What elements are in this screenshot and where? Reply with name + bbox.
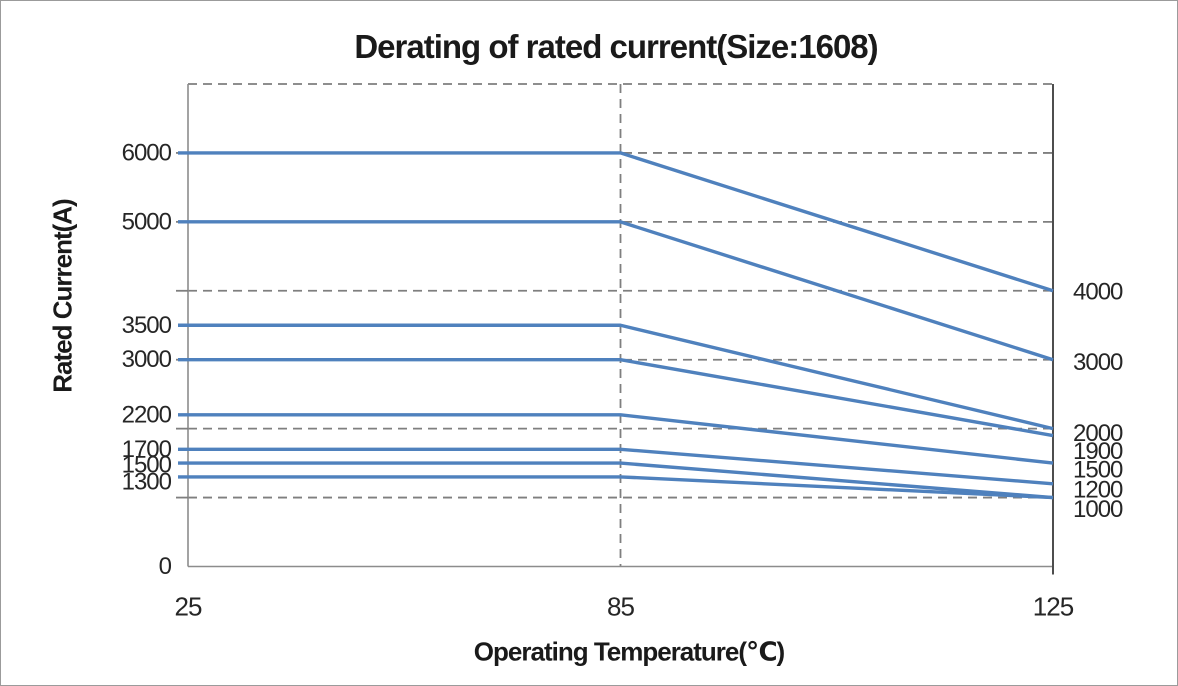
x-axis-label-125: 125 bbox=[1033, 592, 1074, 622]
x-axis-label-25: 25 bbox=[175, 592, 202, 622]
y-axis-label-5000: 5000 bbox=[122, 208, 172, 235]
y-axis-label-0: 0 bbox=[159, 553, 172, 580]
series-line-2200 bbox=[178, 413, 1054, 465]
series-line-1700 bbox=[178, 447, 1054, 486]
series-line-3000 bbox=[178, 358, 1054, 438]
right-value-label-4000: 4000 bbox=[1073, 278, 1123, 305]
x-axis-title: Operating Temperature(℃) bbox=[473, 636, 785, 667]
series-line-6000 bbox=[178, 151, 1054, 293]
y-axis-label-1700: 1700 bbox=[122, 436, 172, 463]
y-axis-label-6000: 6000 bbox=[122, 139, 172, 166]
right-value-label-1900: 1900 bbox=[1073, 438, 1123, 465]
series-line-5000 bbox=[178, 220, 1054, 362]
series-line-1300 bbox=[178, 475, 1054, 500]
y-axis-label-3000: 3000 bbox=[122, 346, 172, 373]
y-axis-label-1300: 1300 bbox=[122, 468, 172, 495]
series-line-1500 bbox=[178, 461, 1054, 500]
series-line-3500 bbox=[178, 323, 1054, 431]
right-value-label-1200: 1200 bbox=[1073, 476, 1123, 503]
y-axis-label-2200: 2200 bbox=[122, 401, 172, 428]
x-axis-label-85: 85 bbox=[607, 592, 634, 622]
right-value-label-1000: 1000 bbox=[1073, 496, 1123, 523]
right-value-label-2000: 2000 bbox=[1073, 420, 1123, 447]
right-value-label-1500: 1500 bbox=[1073, 457, 1123, 484]
right-value-label-3000: 3000 bbox=[1073, 349, 1123, 376]
y-axis-label-1500: 1500 bbox=[122, 452, 172, 479]
y-axis-label-3500: 3500 bbox=[122, 312, 172, 339]
chart-title: Derating of rated current(Size:1608) bbox=[354, 28, 878, 65]
